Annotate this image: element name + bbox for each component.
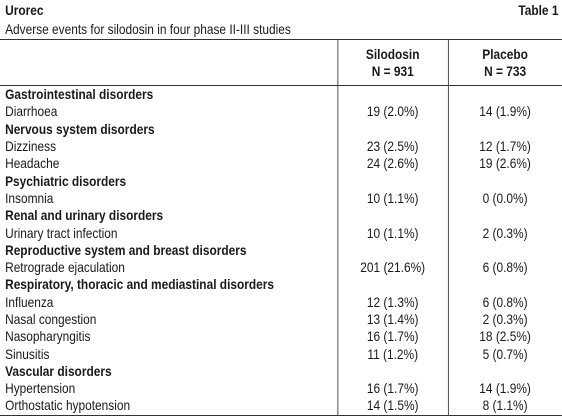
cell: 10 (1.1%): [337, 224, 448, 242]
column-n: N = 931: [371, 62, 414, 79]
cell: 2 (0.3%): [447, 310, 562, 329]
cell: [447, 207, 562, 225]
row-label: Headache: [5, 155, 60, 172]
data-row: Retrograde ejaculation 201 (21.6%) 6 (0.8%…: [0, 258, 562, 277]
column-name: Silodosin: [365, 45, 420, 62]
cell: 8 (1.1%): [447, 397, 562, 416]
group-row: Nervous system disorders: [0, 120, 562, 138]
row-label: Hypertension: [5, 380, 76, 397]
title: Urorec: [5, 2, 44, 18]
group-row: Respiratory, thoracic and mediastinal di…: [0, 276, 562, 294]
cell: 6 (0.8%): [447, 258, 562, 277]
cell: [337, 207, 448, 225]
cell: [447, 362, 562, 381]
data-row: Orthostatic hypotension 14 (1.5%) 8 (1.1%): [0, 397, 562, 416]
data-row: Diarrhoea 19 (2.0%) 14 (1.9%): [0, 103, 562, 121]
row-label: Urinary tract infection: [5, 224, 118, 241]
cell: 18 (2.5%): [447, 328, 562, 346]
row-label: Sinusitis: [5, 345, 50, 362]
group-row: Renal and urinary disorders: [0, 207, 562, 225]
data-row: Nasopharyngitis 16 (1.7%) 18 (2.5%): [0, 328, 562, 346]
row-label: Orthostatic hypotension: [0, 397, 338, 416]
cell: [447, 120, 562, 138]
group-row: Psychiatric disorders: [0, 172, 562, 190]
data-row: Insomnia 10 (1.1%) 0 (0.0%): [0, 189, 562, 208]
cell: 16 (1.7%): [337, 380, 448, 398]
group-label: Reproductive system and breast disorders: [5, 241, 247, 258]
table-label: Table 1: [518, 2, 559, 18]
row-label: Insomnia: [5, 189, 54, 206]
cell: 5 (0.7%): [447, 345, 562, 363]
column-header: Silodosin N = 931: [337, 39, 448, 86]
cell: 10 (1.1%): [337, 189, 448, 208]
group-label: Nervous system disorders: [5, 120, 155, 137]
group-row: Reproductive system and breast disorders: [0, 241, 562, 259]
data-row: Sinusitis 11 (1.2%) 5 (0.7%): [0, 345, 562, 363]
group-label: Vascular disorders: [5, 362, 112, 379]
cell: 13 (1.4%): [337, 310, 448, 329]
cell: 2 (0.3%): [447, 224, 562, 242]
cell: [337, 276, 448, 294]
cell: 16 (1.7%): [337, 328, 448, 346]
data-row: Hypertension 16 (1.7%) 14 (1.9%): [0, 380, 562, 398]
cell: [337, 241, 448, 259]
cell: [337, 120, 448, 138]
cell: 6 (0.8%): [447, 293, 562, 311]
cell: 14 (1.9%): [447, 103, 562, 121]
header-row: Silodosin N = 931 Placebo N = 733: [0, 39, 562, 86]
cell: [337, 362, 448, 381]
group-label: Respiratory, thoracic and mediastinal di…: [5, 276, 275, 293]
group-label: Gastrointestinal disorders: [5, 86, 154, 103]
cell: 19 (2.0%): [337, 103, 448, 121]
cell: [447, 85, 562, 104]
cell: 11 (1.2%): [337, 345, 448, 363]
group-row: Gastrointestinal disorders: [0, 85, 562, 104]
cell: 14 (1.5%): [337, 397, 448, 416]
table: Silodosin N = 931 Placebo N = 733 Gastroint…: [0, 39, 562, 416]
cell: 201 (21.6%): [337, 258, 448, 277]
row-label: Nasal congestion: [5, 311, 97, 327]
group-row: Vascular disorders: [0, 362, 562, 381]
row-label: Retrograde ejaculation: [5, 259, 125, 276]
data-row: Nasal congestion 13 (1.4%) 2 (0.3%): [0, 310, 562, 329]
cell: [447, 172, 562, 190]
cell: [447, 276, 562, 294]
cell: [337, 85, 448, 104]
group-label: Psychiatric disorders: [5, 172, 127, 189]
row-label: Influenza: [5, 293, 54, 310]
blank-header: [0, 39, 338, 86]
column-header: Placebo N = 733: [447, 39, 562, 86]
cell: 19 (2.6%): [447, 155, 562, 173]
row-label: Diarrhoea: [5, 103, 58, 120]
cell: 23 (2.5%): [337, 137, 448, 156]
header: Urorec Table 1: [0, 0, 562, 19]
cell: 14 (1.9%): [447, 380, 562, 398]
row-label: Nasopharyngitis: [5, 328, 91, 345]
caption: Adverse events for silodosin in four pha…: [5, 21, 291, 37]
row-label: Dizziness: [5, 138, 57, 155]
data-row: Headache 24 (2.6%) 19 (2.6%): [0, 155, 562, 173]
cell: 24 (2.6%): [337, 155, 448, 173]
data-row: Urinary tract infection 10 (1.1%) 2 (0.3%): [0, 224, 562, 242]
cell: [337, 172, 448, 190]
group-label: Renal and urinary disorders: [5, 207, 164, 224]
cell: 12 (1.7%): [447, 137, 562, 156]
data-row: Dizziness 23 (2.5%) 12 (1.7%): [0, 137, 562, 156]
column-n: N = 733: [484, 62, 527, 79]
column-name: Placebo: [482, 45, 528, 62]
cell: [447, 241, 562, 259]
cell: 12 (1.3%): [337, 293, 448, 311]
cell: 0 (0.0%): [447, 189, 562, 208]
data-row: Influenza 12 (1.3%) 6 (0.8%): [0, 293, 562, 311]
